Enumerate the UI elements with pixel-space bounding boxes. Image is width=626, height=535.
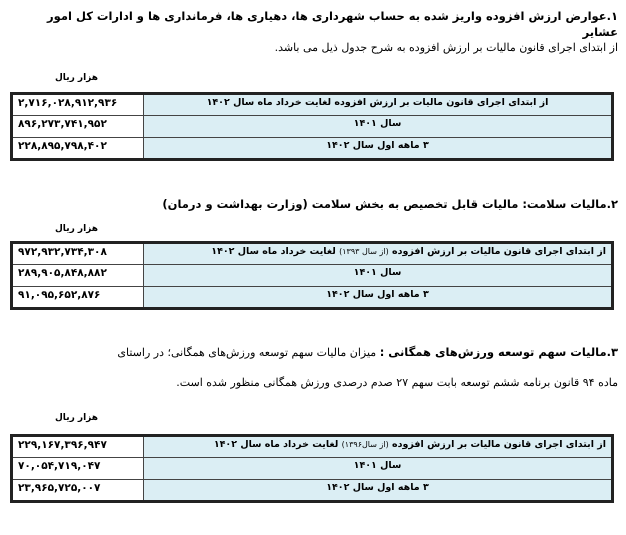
table-row: ۸۹۶,۲۷۳,۷۴۱,۹۵۲ سال ۱۴۰۱ [11, 115, 613, 138]
table-row: ۲۸۹,۹۰۵,۸۴۸,۸۸۲ سال ۱۴۰۱ [11, 264, 613, 287]
label-part: از ابتدای اجرای قانون مالیات بر ارزش افز… [392, 246, 606, 257]
label-cell: از ابتدای اجرای قانون مالیات بر ارزش افز… [143, 242, 613, 265]
section3-table: ۲۲۹,۱۶۷,۳۹۶,۹۴۷ از ابتدای اجرای قانون ما… [10, 434, 614, 503]
value-cell: ۸۹۶,۲۷۳,۷۴۱,۹۵۲ [11, 115, 144, 138]
label-part: لغایت خرداد ماه سال ۱۴۰۲ [211, 246, 336, 257]
value-cell: ۲,۷۱۶,۰۲۸,۹۱۲,۹۳۶ [11, 93, 144, 116]
table-row: ۲۲۸,۸۹۵,۷۹۸,۴۰۲ ۳ ماهه اول سال ۱۴۰۲ [11, 137, 613, 160]
value-cell: ۲۲۸,۸۹۵,۷۹۸,۴۰۲ [11, 137, 144, 160]
value-cell: ۹۱,۰۹۵,۶۵۲,۸۷۶ [11, 286, 144, 309]
table-row: ۷۰,۰۵۴,۷۱۹,۰۴۷ سال ۱۴۰۱ [11, 457, 613, 480]
section2-heading: ۲.مالیات سلامت: مالیات قابل تخصیص به بخش… [162, 197, 618, 211]
section2-unit: هزار ریال [55, 224, 98, 234]
label-cell: ۳ ماهه اول سال ۱۴۰۲ [143, 137, 613, 160]
value-cell: ۷۰,۰۵۴,۷۱۹,۰۴۷ [11, 457, 144, 480]
table-row: ۹۷۲,۹۳۲,۷۳۴,۳۰۸ از ابتدای اجرای قانون ما… [11, 242, 613, 265]
label-note: (از سال ۱۳۹۳) [339, 247, 389, 256]
section3-intro: ۳.مالیات سهم توسعه ورزش‌های همگانی : میز… [8, 344, 618, 361]
label-note: (از سال۱۳۹۶) [341, 440, 389, 449]
value-cell: ۲۲۹,۱۶۷,۳۹۶,۹۴۷ [11, 435, 144, 458]
label-cell: ۳ ماهه اول سال ۱۴۰۲ [143, 286, 613, 309]
table-row: ۲۳,۹۶۵,۷۲۵,۰۰۷ ۳ ماهه اول سال ۱۴۰۲ [11, 479, 613, 502]
value-cell: ۹۷۲,۹۳۲,۷۳۴,۳۰۸ [11, 242, 144, 265]
section3-unit: هزار ریال [55, 413, 98, 423]
label-cell: از ابتدای اجرای قانون مالیات بر ارزش افز… [143, 93, 613, 116]
table-row: ۲,۷۱۶,۰۲۸,۹۱۲,۹۳۶ از ابتدای اجرای قانون … [11, 93, 613, 116]
section1-heading: ۱.عوارض ارزش افزوده واریز شده به حساب شه… [47, 9, 618, 39]
label-part: از ابتدای اجرای قانون مالیات بر ارزش افز… [392, 439, 606, 450]
label-cell: سال ۱۴۰۱ [143, 457, 613, 480]
value-cell: ۲۸۹,۹۰۵,۸۴۸,۸۸۲ [11, 264, 144, 287]
section3-body-line2: ماده ۹۴ قانون برنامه ششم توسعه بابت سهم … [176, 376, 618, 389]
section3-heading: ۳.مالیات سهم توسعه ورزش‌های همگانی : [379, 345, 618, 359]
section1-table: ۲,۷۱۶,۰۲۸,۹۱۲,۹۳۶ از ابتدای اجرای قانون … [10, 92, 614, 161]
section3-body-line1: میزان مالیات سهم توسعه ورزش‌های همگانی؛ … [117, 346, 377, 359]
label-cell: سال ۱۴۰۱ [143, 115, 613, 138]
label-cell: از ابتدای اجرای قانون مالیات بر ارزش افز… [143, 435, 613, 458]
section1-unit: هزار ریال [55, 73, 98, 83]
table-row: ۲۲۹,۱۶۷,۳۹۶,۹۴۷ از ابتدای اجرای قانون ما… [11, 435, 613, 458]
value-cell: ۲۳,۹۶۵,۷۲۵,۰۰۷ [11, 479, 144, 502]
section2-table: ۹۷۲,۹۳۲,۷۳۴,۳۰۸ از ابتدای اجرای قانون ما… [10, 241, 614, 310]
label-cell: ۳ ماهه اول سال ۱۴۰۲ [143, 479, 613, 502]
label-part: لغایت خرداد ماه سال ۱۴۰۲ [213, 439, 339, 450]
label-cell: سال ۱۴۰۱ [143, 264, 613, 287]
table-row: ۹۱,۰۹۵,۶۵۲,۸۷۶ ۳ ماهه اول سال ۱۴۰۲ [11, 286, 613, 309]
section1-body: از ابتدای اجرای قانون مالیات بر ارزش افز… [274, 41, 618, 54]
